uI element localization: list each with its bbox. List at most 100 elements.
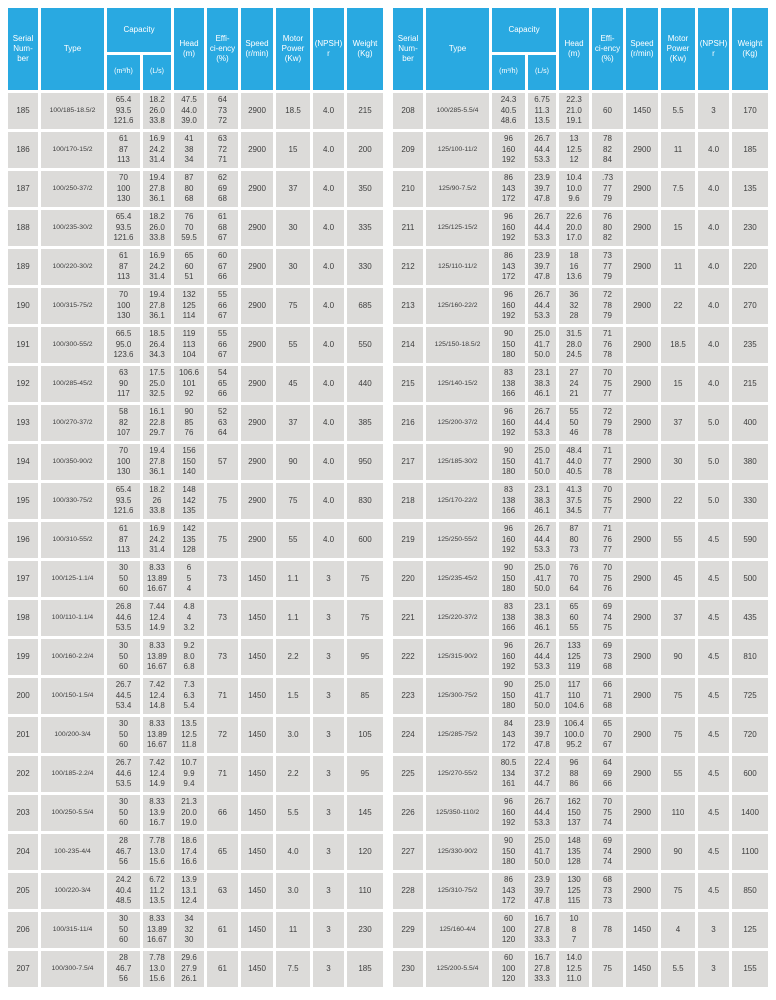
col-header-motor-power: Motor Power (Kw) — [276, 8, 310, 90]
head-cell: 132 125 114 — [174, 288, 204, 324]
capacity-m3h-cell: 63 90 117 — [107, 366, 140, 402]
npshr-cell: 4.0 — [698, 249, 729, 285]
capacity-m3h-cell: 65.4 93.5 121.6 — [107, 93, 140, 129]
motor-power-cell: 45 — [661, 561, 695, 597]
npshr-cell: 4.5 — [698, 561, 729, 597]
capacity-m3h-cell: 96 160 192 — [492, 132, 525, 168]
head-cell: 13 12.5 12 — [559, 132, 589, 168]
serial-cell: 196 — [8, 522, 38, 558]
head-cell: 148 142 135 — [174, 483, 204, 519]
speed-cell: 2900 — [626, 249, 658, 285]
type-cell: 100/220-30/2 — [41, 249, 104, 285]
speed-cell: 2900 — [626, 366, 658, 402]
serial-cell: 210 — [393, 171, 423, 207]
col-header-ls: (L/s) — [143, 54, 171, 90]
speed-cell: 2900 — [626, 444, 658, 480]
weight-cell: 135 — [732, 171, 768, 207]
table-row: 188 100/235-30/2 65.4 93.5 121.6 18.2 26… — [8, 210, 384, 246]
table-row: 220 125/235-45/2 90 150 180 25.0 .41.7 5… — [393, 561, 769, 597]
head-cell: 90 85 76 — [174, 405, 204, 441]
npshr-cell: 4.5 — [698, 756, 729, 792]
capacity-ls-cell: 26.7 44.4 53.3 — [528, 288, 556, 324]
npshr-cell: 4.0 — [313, 210, 344, 246]
efficiency-cell: 69 74 74 — [592, 834, 623, 870]
efficiency-cell: 71 — [207, 678, 238, 714]
capacity-m3h-cell: 96 160 192 — [492, 210, 525, 246]
head-cell: 10 8 7 — [559, 912, 589, 948]
capacity-m3h-cell: 26.7 44.5 53.4 — [107, 678, 140, 714]
speed-cell: 1450 — [241, 795, 273, 831]
col-header-capacity-group: Capacity (m³/h) (L/s) — [107, 8, 171, 90]
speed-cell: 2900 — [626, 405, 658, 441]
weight-cell: 215 — [732, 366, 768, 402]
head-cell: 117 110 104.6 — [559, 678, 589, 714]
npshr-cell: 5.0 — [698, 405, 729, 441]
npshr-cell: 4.0 — [313, 366, 344, 402]
weight-cell: 550 — [347, 327, 383, 363]
type-cell: 100/330-75/2 — [41, 483, 104, 519]
capacity-ls-cell: 8.33 13.89 16.67 — [143, 912, 171, 948]
capacity-m3h-cell: 28 46.7 56 — [107, 951, 140, 987]
speed-cell: 2900 — [241, 132, 273, 168]
capacity-ls-cell: 18.2 26 33.8 — [143, 483, 171, 519]
table-row: 219 125/250-55/2 96 160 192 26.7 44.4 53… — [393, 522, 769, 558]
motor-power-cell: 22 — [661, 483, 695, 519]
weight-cell: 1100 — [732, 834, 768, 870]
type-cell: 100/315-11/4 — [41, 912, 104, 948]
capacity-ls-cell: 8.33 13.89 16.67 — [143, 561, 171, 597]
efficiency-cell: 61 — [207, 951, 238, 987]
capacity-ls-cell: 7.42 12.4 14.8 — [143, 678, 171, 714]
motor-power-cell: 90 — [661, 834, 695, 870]
capacity-ls-cell: 23.9 39.7 47.8 — [528, 873, 556, 909]
head-cell: 22.3 21.0 19.1 — [559, 93, 589, 129]
capacity-ls-cell: 7.42 12.4 14.9 — [143, 756, 171, 792]
head-cell: 9.2 8.0 6.8 — [174, 639, 204, 675]
col-header-efficiency: Effi- ci-ency (%) — [207, 8, 238, 90]
serial-cell: 189 — [8, 249, 38, 285]
col-header-capacity: Capacity — [492, 8, 556, 52]
npshr-cell: 3 — [313, 912, 344, 948]
npshr-cell: 5.0 — [698, 444, 729, 480]
table-row: 211 125/125-15/2 96 160 192 26.7 44.4 53… — [393, 210, 769, 246]
capacity-ls-cell: 16.9 24.2 31.4 — [143, 249, 171, 285]
type-cell: 100/125-1.1/4 — [41, 561, 104, 597]
serial-cell: 202 — [8, 756, 38, 792]
capacity-m3h-cell: 30 50 60 — [107, 795, 140, 831]
weight-cell: 600 — [347, 522, 383, 558]
serial-cell: 212 — [393, 249, 423, 285]
capacity-ls-cell: 16.7 27.8 33.3 — [528, 951, 556, 987]
npshr-cell: 3 — [698, 951, 729, 987]
serial-cell: 209 — [393, 132, 423, 168]
table-row: 204 100-235-4/4 28 46.7 56 7.78 13.0 15.… — [8, 834, 384, 870]
efficiency-cell: 73 — [207, 600, 238, 636]
capacity-ls-cell: 7.78 13.0 15.6 — [143, 834, 171, 870]
motor-power-cell: 3.0 — [276, 717, 310, 753]
type-cell: 100/235-30/2 — [41, 210, 104, 246]
capacity-ls-cell: 25.0 41.7 50.0 — [528, 834, 556, 870]
speed-cell: 2900 — [241, 366, 273, 402]
capacity-m3h-cell: 66.5 95.0 123.6 — [107, 327, 140, 363]
capacity-m3h-cell: 90 150 180 — [492, 444, 525, 480]
type-cell: 125/90-7.5/2 — [426, 171, 489, 207]
type-cell: 100/200-3/4 — [41, 717, 104, 753]
serial-cell: 221 — [393, 600, 423, 636]
serial-cell: 208 — [393, 93, 423, 129]
serial-cell: 224 — [393, 717, 423, 753]
weight-cell: 720 — [732, 717, 768, 753]
efficiency-cell: 71 77 78 — [592, 444, 623, 480]
type-cell: 100/285-5.5/4 — [426, 93, 489, 129]
head-cell: 10.4 10.0 9.6 — [559, 171, 589, 207]
motor-power-cell: 7.5 — [661, 171, 695, 207]
capacity-ls-cell: 16.9 24.2 31.4 — [143, 132, 171, 168]
col-header-type: Type — [426, 8, 489, 90]
capacity-ls-cell: 25.0 .41.7 50.0 — [528, 561, 556, 597]
table-row: 207 100/300-7.5/4 28 46.7 56 7.78 13.0 1… — [8, 951, 384, 987]
motor-power-cell: 75 — [661, 678, 695, 714]
efficiency-cell: 62 69 68 — [207, 171, 238, 207]
npshr-cell: 4.0 — [698, 288, 729, 324]
col-header-weight: Weight (Kg) — [347, 8, 383, 90]
type-cell: 125/300-75/2 — [426, 678, 489, 714]
capacity-m3h-cell: 90 150 180 — [492, 834, 525, 870]
table-row: 201 100/200-3/4 30 50 60 8.33 13.89 16.6… — [8, 717, 384, 753]
capacity-m3h-cell: 65.4 93.5 121.6 — [107, 483, 140, 519]
